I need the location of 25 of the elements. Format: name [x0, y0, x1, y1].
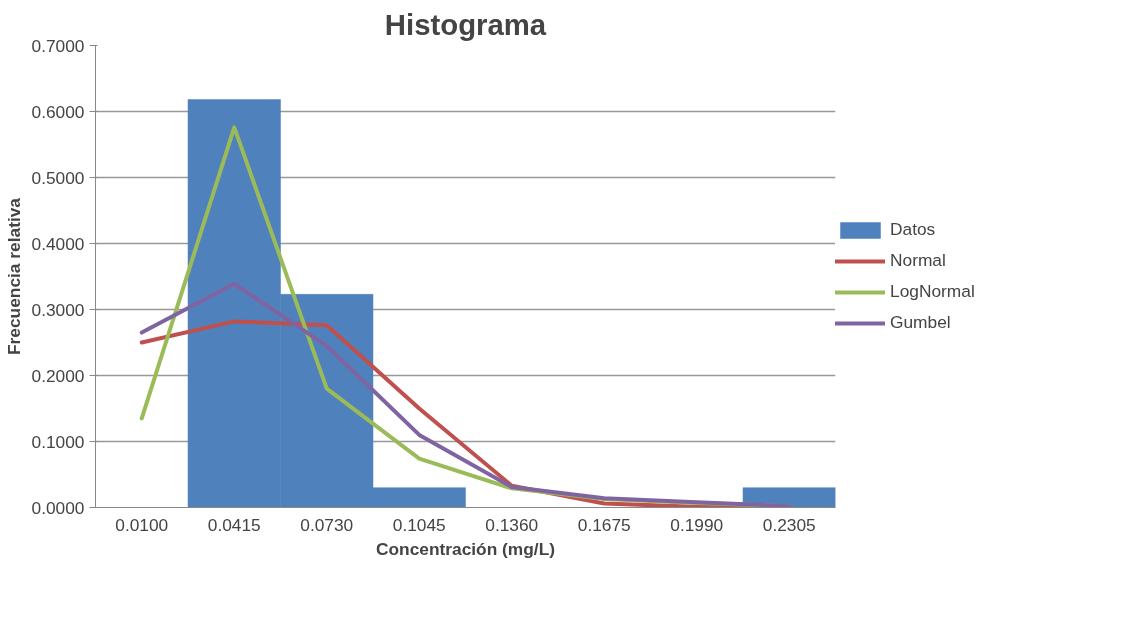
line-series: [139, 281, 792, 508]
y-tick-label: 0.5000: [31, 167, 85, 188]
y-tick-label: 0.6000: [31, 101, 85, 122]
bar: [742, 487, 836, 508]
x-tick-label: 0.1675: [577, 514, 631, 535]
x-tick-label: 0.1990: [670, 514, 724, 535]
chart-title: Histograma: [384, 7, 547, 41]
legend-label: LogNormal: [890, 281, 975, 302]
x-tick-label: 0.1360: [485, 514, 539, 535]
x-tick-label: 0.1045: [392, 514, 446, 535]
y-tick-label: 0.1000: [31, 431, 85, 452]
y-tick-label: 0.4000: [31, 233, 85, 254]
y-tick-label: 0.2000: [31, 365, 85, 386]
y-tick-label: 0.0000: [31, 497, 85, 518]
x-tick-label: 0.0100: [115, 514, 169, 535]
legend-label: Normal: [890, 250, 946, 271]
x-axis-title: Concentración (mg/L): [375, 538, 556, 559]
x-tick-label: 0.0415: [207, 514, 261, 535]
x-tick-label: 0.2305: [762, 514, 816, 535]
legend-label: Gumbel: [890, 312, 951, 333]
y-tick-label: 0.7000: [31, 35, 85, 56]
legend-label: Datos: [890, 219, 936, 240]
y-tick-label: 0.3000: [31, 299, 85, 320]
x-tick-label: 0.0730: [300, 514, 354, 535]
y-axis-title: Frecuencia relativa: [3, 197, 24, 355]
